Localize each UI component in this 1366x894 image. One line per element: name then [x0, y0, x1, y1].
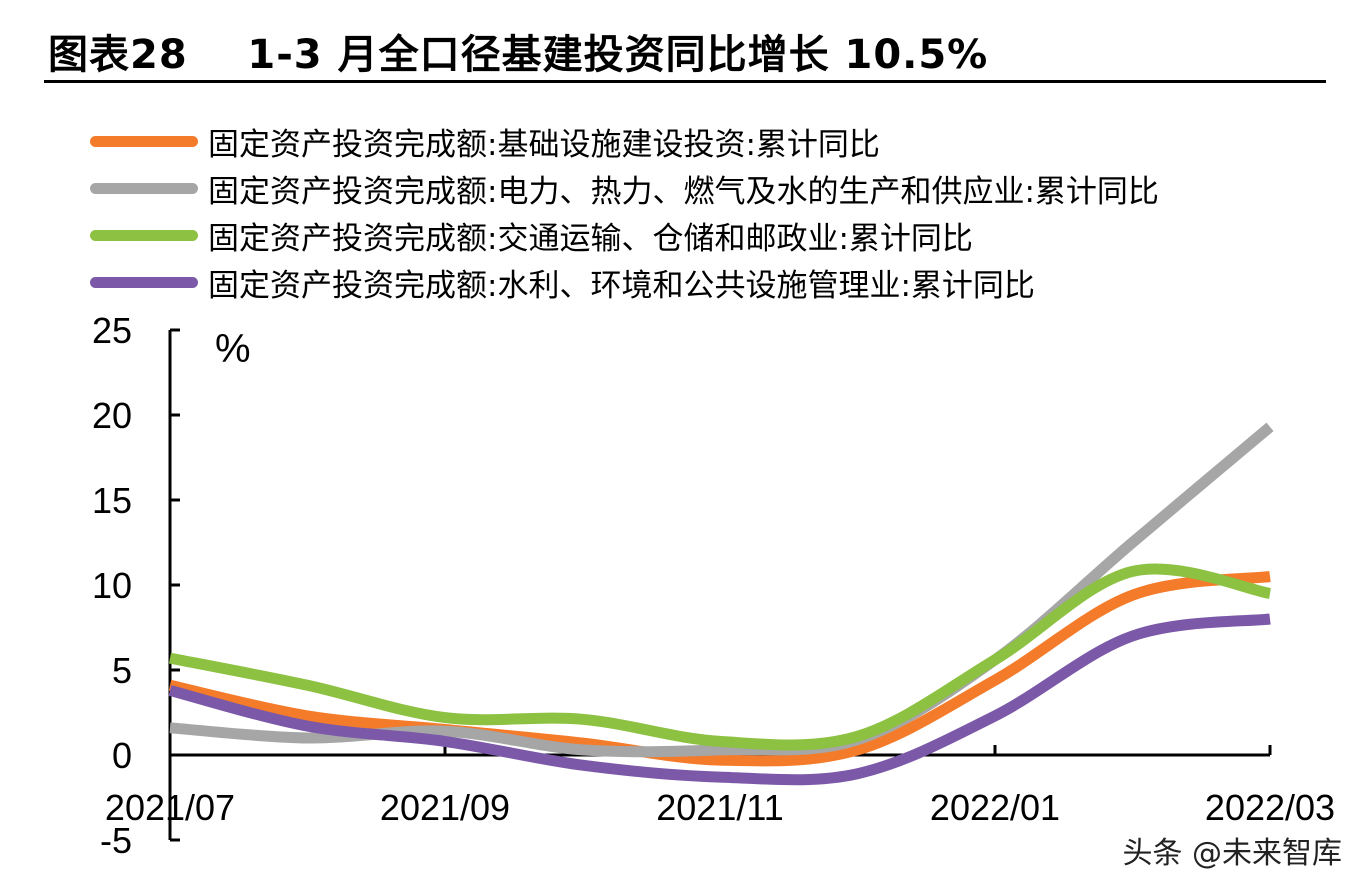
y-tick-label: 5 — [112, 650, 132, 691]
legend: 固定资产投资完成额:基础设施建设投资:累计同比 固定资产投资完成额:电力、热力、… — [90, 118, 1159, 306]
y-axis-label: % — [215, 327, 251, 371]
legend-swatch — [90, 183, 198, 194]
series-line — [168, 571, 1271, 767]
legend-label: 固定资产投资完成额:基础设施建设投资:累计同比 — [208, 127, 880, 163]
y-tick-label: 20 — [92, 395, 132, 436]
y-tick-label: 25 — [92, 310, 132, 351]
legend-item: 固定资产投资完成额:水利、环境和公共设施管理业:累计同比 — [90, 259, 1159, 306]
y-tick-label: -5 — [100, 820, 132, 861]
x-tick-label: 2021/09 — [380, 787, 510, 828]
chart-title: 图表28 1-3 月全口径基建投资同比增长 10.5% — [48, 22, 988, 80]
x-tick-label: 2022/01 — [930, 787, 1060, 828]
legend-item: 固定资产投资完成额:电力、热力、燃气及水的生产和供应业:累计同比 — [90, 165, 1159, 212]
watermark: 头条 @未来智库 — [1122, 836, 1342, 871]
x-tick-label: 2021/11 — [656, 787, 783, 828]
legend-label: 固定资产投资完成额:水利、环境和公共设施管理业:累计同比 — [208, 268, 1035, 304]
series-line — [169, 422, 1274, 758]
figure-label: 图表28 — [48, 32, 188, 78]
legend-item: 固定资产投资完成额:交通运输、仓储和邮政业:累计同比 — [90, 212, 1159, 259]
series-line — [168, 613, 1271, 786]
legend-swatch — [90, 230, 198, 241]
legend-label: 固定资产投资完成额:电力、热力、燃气及水的生产和供应业:累计同比 — [208, 174, 1159, 210]
legend-label: 固定资产投资完成额:交通运输、仓储和邮政业:累计同比 — [208, 221, 973, 257]
y-tick-label: 15 — [92, 480, 132, 521]
y-tick-label: 0 — [112, 735, 132, 776]
title-divider — [44, 80, 1326, 83]
x-tick-label: 2021/07 — [105, 787, 235, 828]
figure-title: 1-3 月全口径基建投资同比增长 10.5% — [247, 32, 989, 78]
legend-swatch — [90, 277, 198, 288]
y-tick-label: 10 — [92, 565, 132, 606]
series-line — [168, 563, 1272, 751]
legend-swatch — [90, 136, 198, 147]
legend-item: 固定资产投资完成额:基础设施建设投资:累计同比 — [90, 118, 1159, 165]
x-tick-label: 2022/03 — [1205, 787, 1335, 828]
